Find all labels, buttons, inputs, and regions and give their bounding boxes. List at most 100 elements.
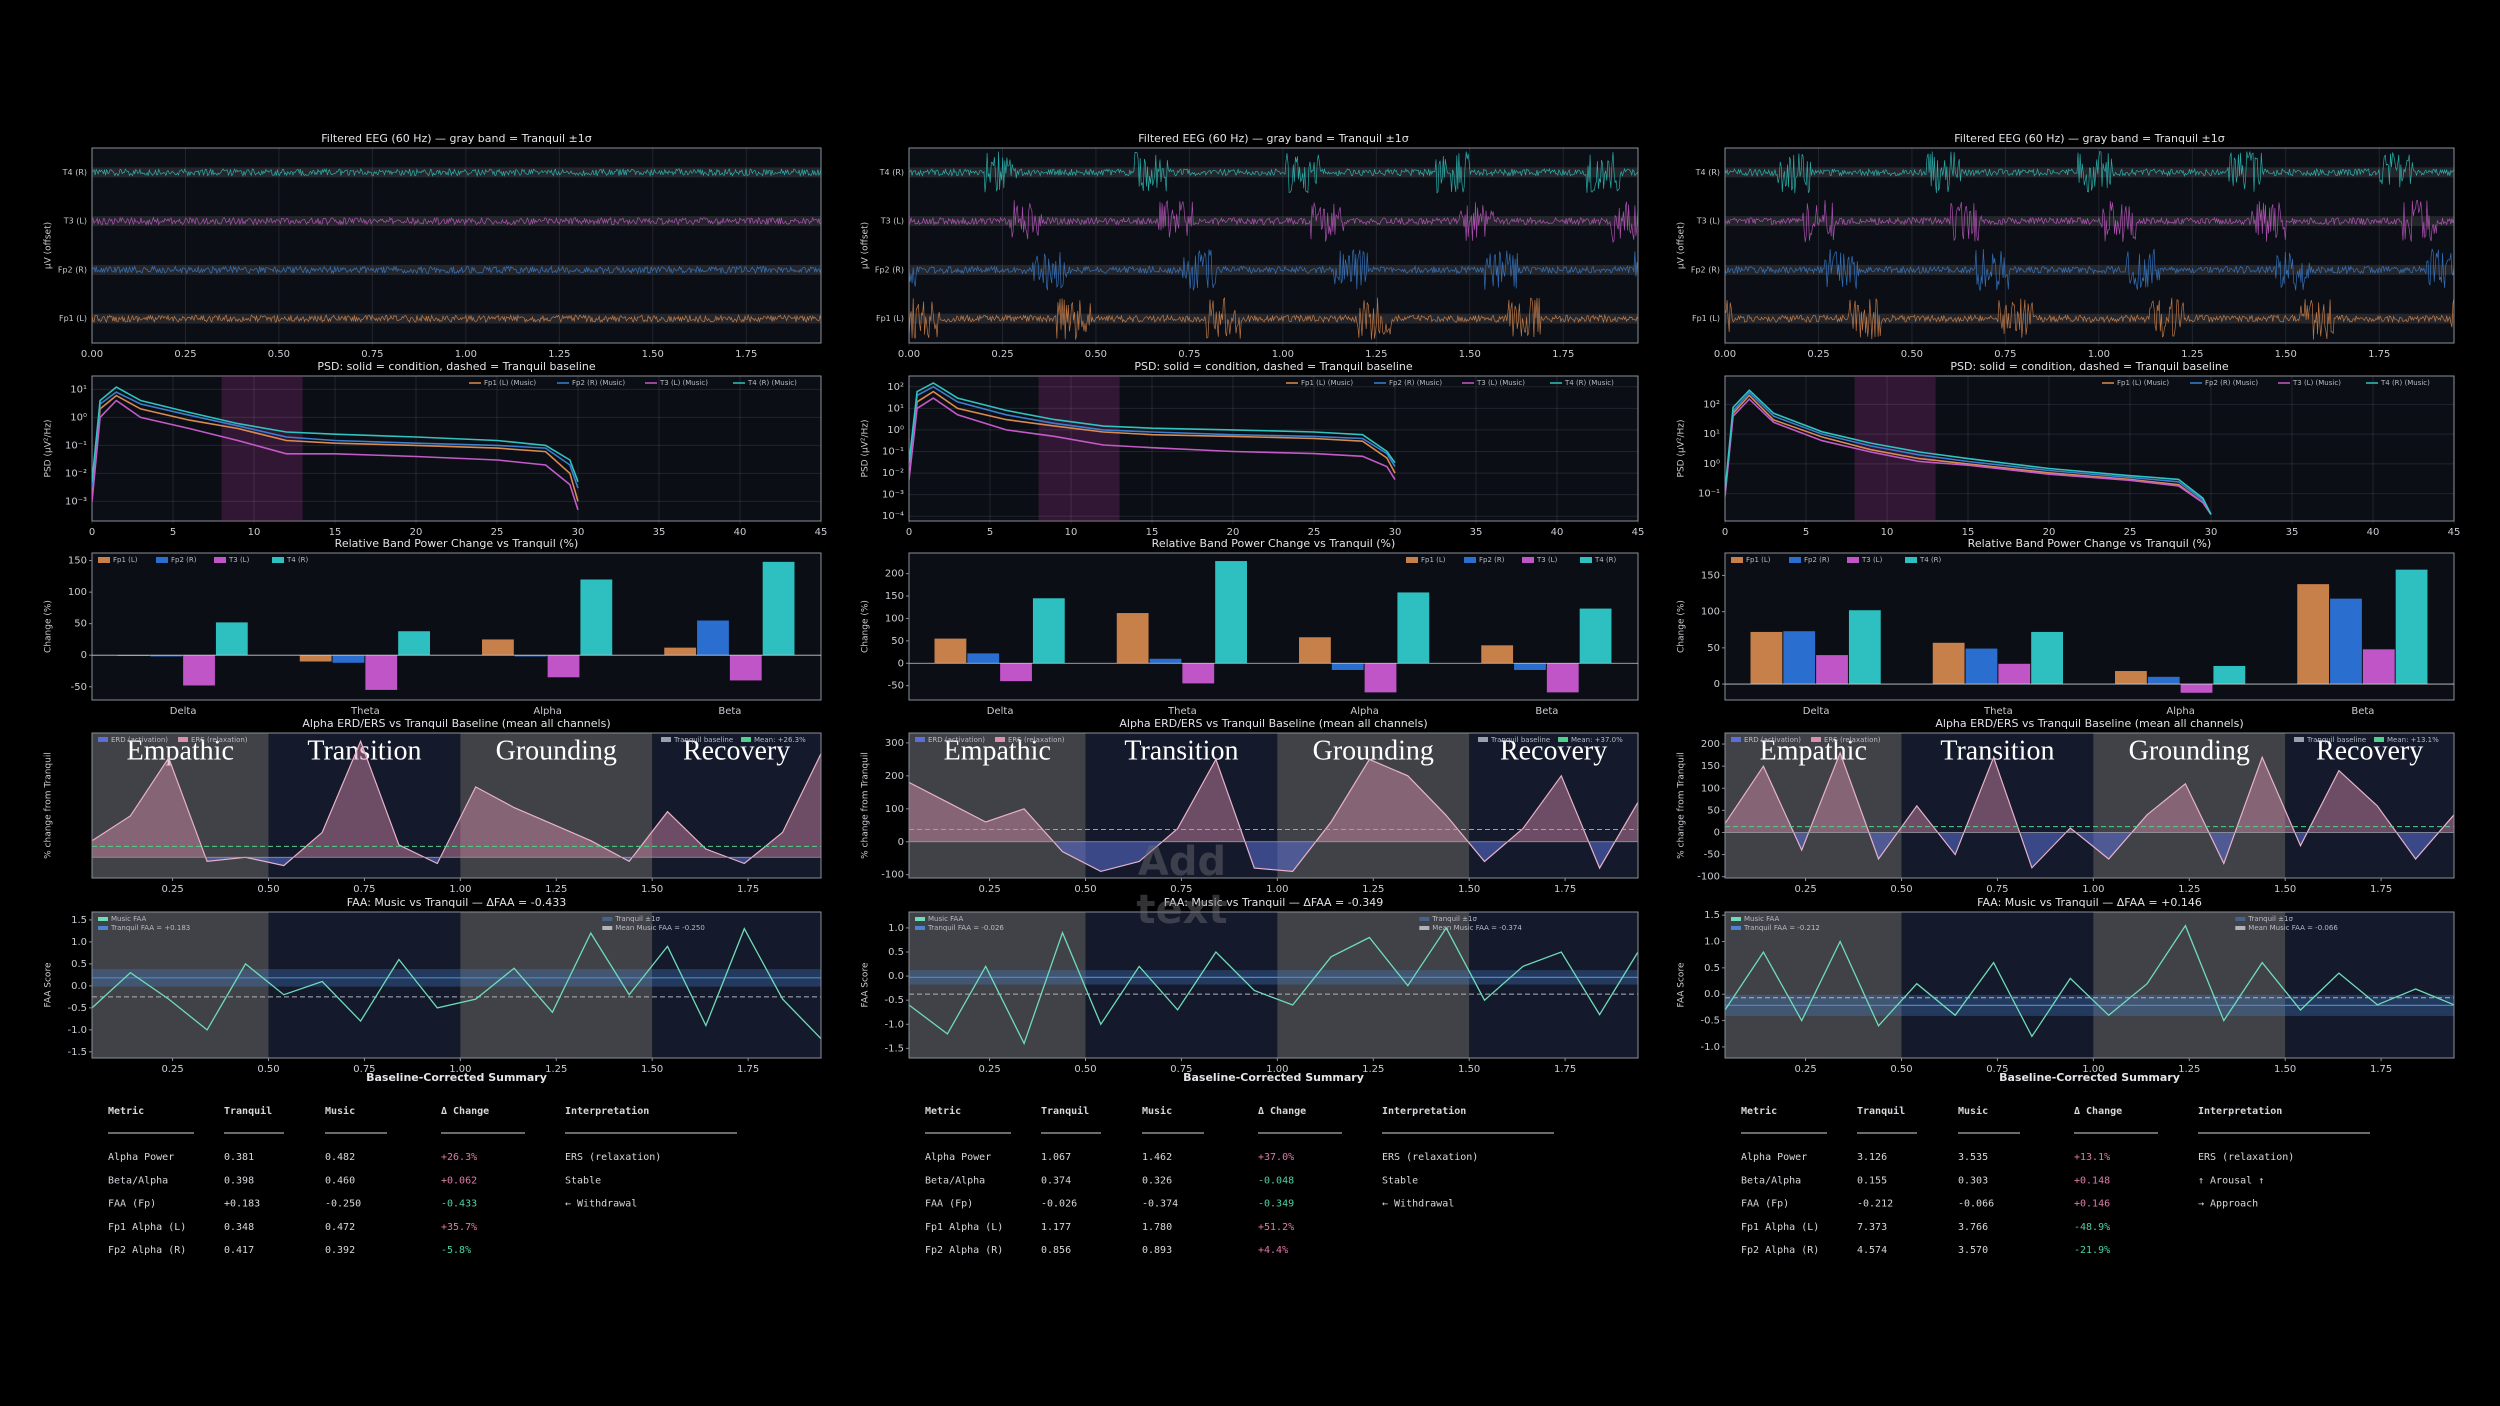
- x-tick-label: 0.50: [1085, 349, 1107, 360]
- bar: [2330, 598, 2362, 685]
- y-tick-label: 10¹: [70, 384, 87, 395]
- y-tick-label: 200: [885, 771, 904, 782]
- y-tick-label: 10⁰: [887, 425, 904, 436]
- legend-swatch: [1419, 926, 1430, 930]
- y-tick-label: -100: [881, 870, 904, 881]
- eeg-plot: [91, 147, 822, 344]
- legend-label: T3 (L): [1536, 556, 1558, 564]
- psd-line: [92, 394, 579, 502]
- tranquil-band: [92, 264, 821, 275]
- table-cell: +0.146: [2074, 1199, 2110, 1210]
- legend-swatch: [1464, 557, 1476, 563]
- channel-label: Fp1 (L): [1692, 314, 1720, 323]
- legend-label: Tranquil FAA = +0.183: [110, 924, 190, 932]
- y-tick-label: 100: [885, 804, 904, 815]
- y-tick-label: 50: [1707, 643, 1720, 654]
- bar: [1816, 655, 1848, 685]
- bar: [1032, 598, 1065, 664]
- x-tick-label: 45: [2448, 527, 2461, 538]
- table-cell: 0.893: [1142, 1245, 1172, 1256]
- y-tick-label: 150: [68, 556, 87, 567]
- legend-label: Mean: +37.0%: [1571, 736, 1623, 744]
- y-tick-label: 0.5: [888, 947, 904, 958]
- table-cell: -0.349: [1258, 1199, 1294, 1210]
- x-tick-label: Delta: [170, 706, 197, 717]
- x-tick-label: 5: [170, 527, 176, 538]
- y-tick-label: -0.5: [1700, 1016, 1720, 1027]
- faa-line: [91, 927, 822, 1040]
- legend-label: Music FAA: [928, 915, 964, 923]
- bar: [2395, 569, 2428, 685]
- bar: [1000, 663, 1032, 682]
- table-cell: ← Withdrawal: [565, 1199, 637, 1210]
- x-tick-label: 1.50: [2275, 349, 2297, 360]
- y-axis-label: Change (%): [861, 600, 871, 653]
- table-cell: 0.326: [1142, 1175, 1172, 1186]
- table-cell: 1.177: [1041, 1222, 1071, 1233]
- table-header: Tranquil: [1041, 1105, 1089, 1117]
- x-tick-label: 15: [329, 527, 342, 538]
- x-tick-label: 1.75: [2370, 1064, 2392, 1075]
- table-header: Interpretation: [2198, 1105, 2282, 1117]
- chart-title: Filtered EEG (60 Hz) — gray band = Tranq…: [321, 132, 592, 145]
- x-tick-label: 10: [1881, 527, 1894, 538]
- legend-swatch: [2374, 737, 2384, 742]
- x-tick-label: 1.00: [455, 349, 477, 360]
- psd-line: [92, 386, 579, 483]
- bar: [1932, 642, 1965, 685]
- y-axis-label: FAA Score: [44, 962, 54, 1007]
- legend-label: Tranquil ±1σ: [1431, 915, 1477, 923]
- table-cell: -0.374: [1142, 1199, 1178, 1210]
- legend-label: Fp2 (R): [1804, 556, 1830, 564]
- legend-label: Fp1 (L): [1421, 556, 1446, 564]
- y-tick-label: 10⁻³: [882, 490, 904, 501]
- y-axis-label: % change from Tranquil: [1677, 752, 1687, 859]
- channel-label: T4 (R): [879, 168, 904, 177]
- phase-band: [652, 733, 821, 878]
- psd-plot: [1724, 375, 2455, 522]
- table-cell: +0.148: [2074, 1175, 2110, 1186]
- table-cell: 0.460: [325, 1175, 355, 1186]
- x-tick-label: 0.50: [1074, 1064, 1096, 1075]
- table-header: Tranquil: [224, 1105, 272, 1117]
- table-cell: +37.0%: [1258, 1152, 1294, 1163]
- table-cell: ← Withdrawal: [1382, 1199, 1454, 1210]
- legend-label: ERD (activation): [928, 736, 985, 744]
- table-cell: 0.856: [1041, 1245, 1071, 1256]
- x-tick-label: 1.00: [2082, 884, 2104, 895]
- table-cell: Alpha Power: [108, 1152, 174, 1163]
- legend-swatch: [915, 926, 925, 930]
- psd-line: [1725, 394, 2212, 515]
- y-tick-label: 0: [1714, 827, 1720, 838]
- legend-swatch: [995, 737, 1005, 742]
- legend-swatch: [156, 557, 168, 563]
- x-tick-label: 40: [1551, 527, 1564, 538]
- legend-label: ERS (relaxation): [191, 736, 248, 744]
- erd-line: [908, 757, 1639, 873]
- x-tick-label: 1.50: [641, 1064, 663, 1075]
- phase-band: [268, 733, 461, 878]
- psd-line: [909, 382, 1396, 464]
- chart-title: Filtered EEG (60 Hz) — gray band = Tranq…: [1954, 132, 2225, 145]
- x-tick-label: 20: [2043, 527, 2056, 538]
- table-header: Δ Change: [1258, 1106, 1306, 1117]
- x-tick-label: 0.25: [978, 884, 1000, 895]
- legend-swatch: [2235, 917, 2246, 921]
- erd-line: [91, 739, 822, 867]
- bar: [482, 639, 514, 656]
- x-tick-label: 1.25: [2178, 884, 2200, 895]
- table-cell: -21.9%: [2074, 1245, 2110, 1256]
- x-tick-label: 1.25: [2181, 349, 2203, 360]
- x-tick-label: Beta: [2351, 706, 2374, 717]
- y-tick-label: -1.0: [1700, 1042, 1720, 1053]
- x-tick-label: 1.25: [1362, 1064, 1384, 1075]
- tranquil-band: [92, 167, 821, 178]
- chart-title: Relative Band Power Change vs Tranquil (…: [1152, 537, 1396, 550]
- chart-title: PSD: solid = condition, dashed = Tranqui…: [1134, 360, 1412, 373]
- table-cell: FAA (Fp): [925, 1199, 973, 1210]
- bar: [1783, 631, 1816, 685]
- y-tick-label: 0.0: [1704, 989, 1720, 1000]
- y-tick-label: 100: [885, 613, 904, 624]
- legend-swatch: [98, 737, 108, 742]
- x-tick-label: Theta: [1167, 706, 1197, 717]
